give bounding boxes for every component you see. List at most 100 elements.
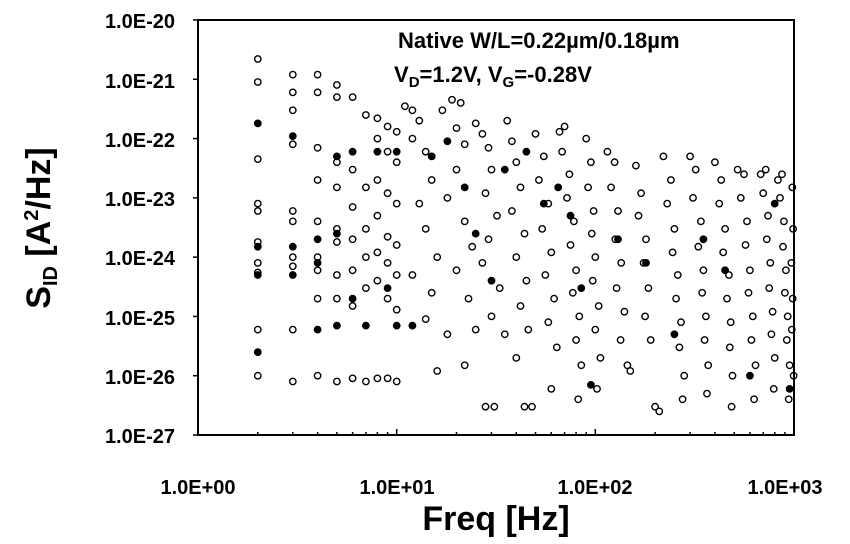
open-data-point [589,207,598,215]
open-data-point [596,353,605,362]
open-data-point [626,367,635,375]
open-data-point [253,207,262,215]
open-data-point [725,343,734,352]
open-data-point [558,147,566,156]
open-data-point [448,95,456,104]
open-data-point [610,158,619,167]
open-data-point [782,266,790,275]
open-data-point [332,183,341,192]
open-data-point [560,122,569,131]
open-data-point [740,170,748,179]
open-data-point [253,325,262,334]
open-data-point [744,288,753,297]
open-data-point [484,143,493,152]
filled-data-point [471,229,480,238]
x-tick-label: 1.0E+01 [359,477,434,499]
x-axis-title: Freq [Hz] [422,500,569,538]
open-data-point [516,183,525,192]
filled-data-point [361,321,370,330]
open-data-point [642,235,650,244]
open-data-point [524,325,533,334]
open-data-point [779,242,787,251]
open-data-point [670,224,679,233]
open-data-point [702,312,710,321]
open-data-point [348,266,357,275]
open-data-point [452,124,461,133]
open-data-point [361,111,370,119]
filled-data-point [288,242,297,251]
open-data-point [535,176,543,184]
open-data-point [373,248,382,257]
filled-data-point [392,147,401,156]
open-data-point [288,262,297,271]
open-data-point [383,258,392,267]
y-tick-label: 1.0E-23 [105,189,175,211]
y-tick-label: 1.0E-21 [105,71,175,93]
open-data-point [572,266,580,275]
open-data-point [726,318,735,327]
open-data-point [313,266,322,275]
open-data-point [620,307,629,316]
open-data-point [408,271,417,279]
open-data-point [253,78,262,86]
open-data-point [587,158,595,167]
open-data-point [672,294,680,303]
open-data-point [550,294,558,303]
open-data-point [751,361,760,370]
open-data-point [762,235,771,244]
filled-data-point [348,147,357,156]
open-data-point [392,377,401,386]
open-data-point [563,193,571,202]
filled-data-point [313,325,322,334]
open-data-point [634,211,643,220]
open-data-point [332,93,341,102]
open-data-point [471,119,480,128]
open-data-point [392,199,401,208]
open-data-point [516,302,525,310]
open-data-point [313,70,322,79]
y-tick-label: 1.0E-22 [105,130,175,152]
open-data-point [717,176,726,184]
open-data-point [361,224,370,233]
open-data-point [565,170,574,179]
filled-data-point [332,152,341,161]
open-data-point [383,294,392,303]
open-data-point [783,312,792,321]
filled-data-point [332,229,341,238]
open-data-point [487,165,496,174]
open-data-point [641,312,649,321]
open-data-point [547,384,556,393]
open-data-point [392,127,401,136]
data-points [253,55,798,416]
open-data-point [348,374,357,383]
open-data-point [723,294,731,303]
open-data-point [781,288,789,297]
open-data-point [313,371,322,380]
open-data-point [686,152,694,161]
filled-data-point [670,330,679,339]
open-data-point [507,137,516,146]
open-data-point [373,114,382,123]
open-data-point [570,217,578,226]
filled-data-point [383,284,392,292]
open-data-point [582,134,591,143]
open-data-point [700,336,709,344]
filled-data-point [313,258,322,267]
open-data-point [566,241,575,249]
open-data-point [587,229,596,238]
open-data-point [383,374,392,383]
open-data-point [575,312,584,321]
open-data-point [348,235,357,244]
open-data-point [253,258,262,267]
filled-data-point [253,119,262,128]
open-data-point [478,129,487,138]
filled-data-point [721,266,729,275]
open-data-point [288,88,297,97]
open-data-point [697,217,705,226]
open-data-point [574,395,583,404]
filled-data-point [642,258,650,267]
open-data-point [288,140,297,149]
open-data-point [253,55,262,63]
open-data-point [288,207,297,215]
open-data-point [727,402,736,411]
